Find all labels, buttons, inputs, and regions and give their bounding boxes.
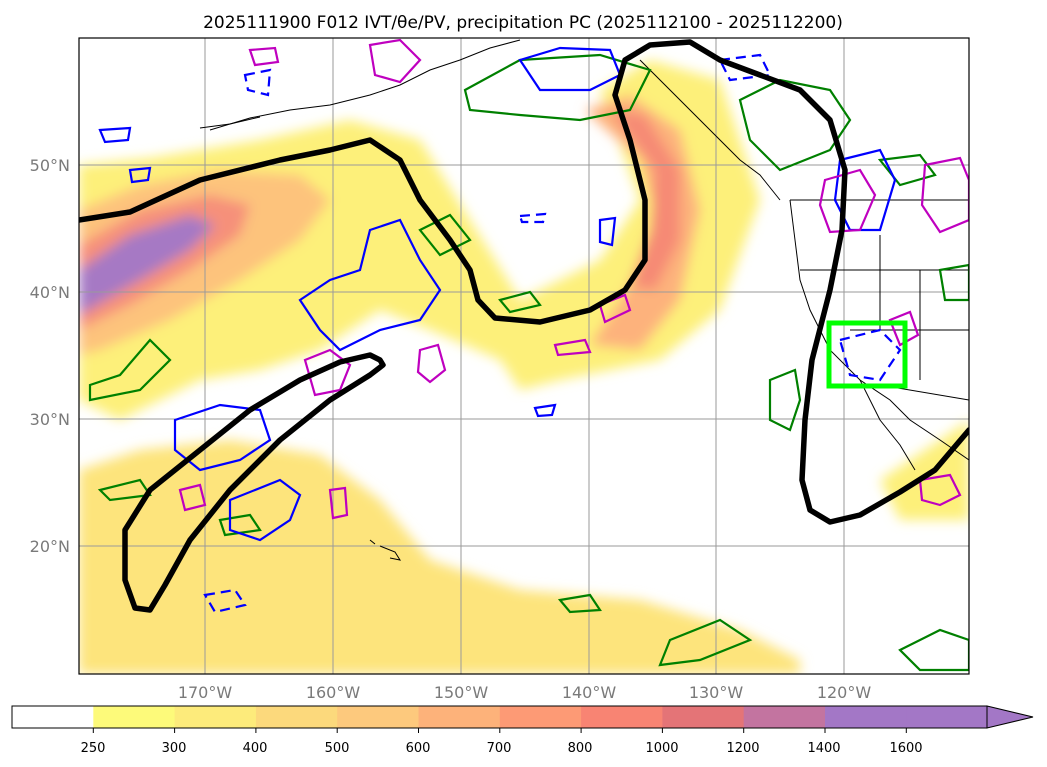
colorbar-cells bbox=[12, 706, 987, 728]
magenta-contour-alaska-small bbox=[248, 46, 280, 67]
lon-label-140w: 140°W bbox=[562, 683, 617, 702]
magenta-contour-central bbox=[303, 348, 352, 397]
colorbar-cell bbox=[337, 706, 419, 728]
blue-contour-central bbox=[298, 218, 442, 352]
coastline-aleutians bbox=[199, 116, 261, 129]
colorbar-cell bbox=[581, 706, 663, 728]
colorbar-tick-1400: 1400 bbox=[807, 741, 840, 756]
colorbar-tick-1200: 1200 bbox=[726, 741, 759, 756]
magenta-contour-mexico bbox=[918, 473, 962, 507]
colorbar-tick-400: 400 bbox=[243, 741, 268, 756]
magenta-contour-nw bbox=[368, 38, 422, 84]
lon-label-120w: 120°W bbox=[817, 683, 872, 702]
colorbar-cell bbox=[93, 706, 176, 728]
outline-southern-loop bbox=[122, 352, 386, 613]
coastline-alaska bbox=[209, 39, 521, 131]
green-contour-pnw bbox=[738, 78, 852, 172]
colorbar-tick-700: 700 bbox=[487, 741, 512, 756]
lat-label-30n: 30°N bbox=[30, 410, 70, 429]
colorbar-tick-800: 800 bbox=[568, 741, 593, 756]
green-contour-coast bbox=[768, 368, 802, 432]
magenta-contour-baja bbox=[888, 310, 920, 347]
lon-label-150w: 150°W bbox=[434, 683, 489, 702]
hawaii-islands bbox=[369, 539, 402, 561]
colorbar-cell bbox=[12, 706, 94, 728]
colorbar-cell bbox=[825, 706, 907, 728]
colorbar-tick-250: 250 bbox=[81, 741, 106, 756]
colorbar-cell bbox=[743, 706, 826, 728]
lon-label-170w: 170°W bbox=[178, 683, 233, 702]
map-panel bbox=[78, 37, 970, 675]
lat-label-50n: 50°N bbox=[30, 156, 70, 175]
blue-contours bbox=[98, 46, 902, 614]
green-contour-westpac bbox=[88, 338, 172, 402]
magenta-contour-jet bbox=[553, 293, 632, 357]
colorbar-ticks bbox=[92, 728, 907, 733]
colorbar-tick-500: 500 bbox=[325, 741, 350, 756]
ivt-field-red-jet bbox=[610, 110, 680, 290]
colorbar-cell bbox=[174, 706, 257, 728]
figure-title: 2025111900 F012 IVT/θe/PV, precipitation… bbox=[203, 13, 843, 33]
ivt-field-yellow-west bbox=[79, 60, 760, 420]
colorbar-tick-1600: 1600 bbox=[889, 741, 922, 756]
colorbar-extend-arrow bbox=[986, 705, 1034, 729]
outline-northern-arc bbox=[79, 39, 969, 525]
colorbar: 250 300 400 500 600 700 800 1000 1200 14… bbox=[11, 705, 1034, 756]
graticule bbox=[79, 38, 969, 674]
magenta-contour-sierra bbox=[818, 168, 877, 234]
colorbar-cell bbox=[418, 706, 501, 728]
blue-contour-southwest-dashed bbox=[203, 53, 902, 614]
lon-label-130w: 130°W bbox=[689, 683, 744, 702]
blue-contour-sierra bbox=[833, 148, 897, 232]
lat-labels: 50°N 40°N 30°N 20°N bbox=[30, 156, 70, 556]
blue-contour-south bbox=[228, 478, 302, 542]
lat-label-40n: 40°N bbox=[30, 283, 70, 302]
lon-labels: 170°W 160°W 150°W 140°W 130°W 120°W bbox=[178, 683, 872, 702]
blue-contour-sw bbox=[173, 403, 272, 472]
ivt-outline bbox=[79, 39, 969, 613]
colorbar-cell bbox=[499, 706, 582, 728]
green-contour-mid bbox=[418, 213, 472, 257]
blue-contour-west bbox=[98, 126, 152, 184]
colorbar-tick-1000: 1000 bbox=[645, 741, 678, 756]
lat-label-20n: 20°N bbox=[30, 537, 70, 556]
coastlines bbox=[199, 39, 969, 561]
map-frame bbox=[78, 37, 970, 675]
lon-label-160w: 160°W bbox=[306, 683, 361, 702]
ivt-field-yellow-south bbox=[79, 440, 800, 674]
magenta-contour-east bbox=[920, 156, 969, 234]
green-contour-south bbox=[557, 593, 969, 672]
coastline-baja bbox=[859, 379, 916, 471]
colorbar-cell bbox=[662, 706, 745, 728]
magenta-contours bbox=[178, 38, 969, 520]
coastline-uswest bbox=[789, 199, 969, 461]
state-borders bbox=[800, 235, 969, 380]
green-contours bbox=[88, 53, 969, 672]
blue-contour-mid bbox=[533, 216, 617, 418]
colorbar-cell bbox=[255, 706, 338, 728]
highlight-box bbox=[826, 320, 908, 389]
magenta-contour-sw bbox=[178, 483, 349, 520]
colorbar-tick-300: 300 bbox=[162, 741, 187, 756]
green-contour-bc bbox=[463, 53, 652, 122]
magenta-contour-mid bbox=[416, 343, 447, 384]
coastline-bc bbox=[639, 59, 781, 201]
ivt-field-purple-west bbox=[79, 215, 215, 315]
colorbar-cell bbox=[906, 706, 987, 728]
colorbar-tick-600: 600 bbox=[406, 741, 431, 756]
